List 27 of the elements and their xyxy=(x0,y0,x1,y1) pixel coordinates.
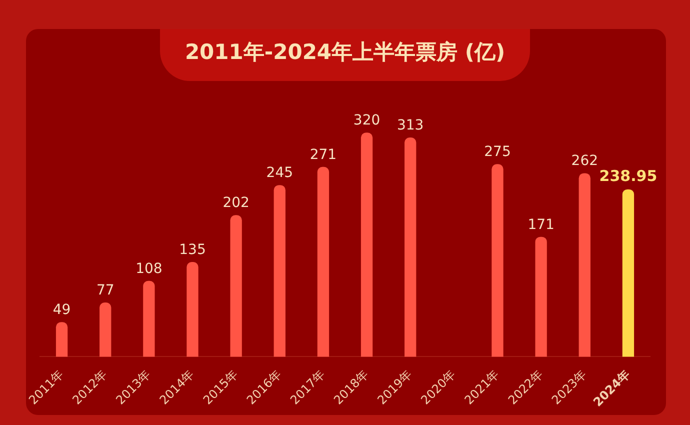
bar xyxy=(100,302,112,357)
data-label: 262 xyxy=(571,153,598,170)
bar xyxy=(535,236,547,357)
bar xyxy=(230,215,242,357)
bar xyxy=(492,164,504,357)
data-label: 135 xyxy=(179,242,206,258)
data-label: 271 xyxy=(310,146,337,163)
data-label: 320 xyxy=(353,112,380,129)
bar xyxy=(274,185,286,357)
data-label: 108 xyxy=(136,260,162,277)
bar xyxy=(622,189,634,357)
bar xyxy=(578,173,590,357)
bar xyxy=(404,138,416,357)
bar xyxy=(186,262,198,357)
bar xyxy=(317,166,330,357)
bar xyxy=(56,322,68,357)
chart-title: 2011年-2024年上半年票房 (亿) xyxy=(184,39,506,66)
data-label: 245 xyxy=(266,165,294,182)
data-label: 238.95 xyxy=(599,167,658,186)
data-label: 275 xyxy=(484,144,511,160)
data-label: 313 xyxy=(396,118,424,134)
bar xyxy=(360,132,373,357)
data-label: 77 xyxy=(96,282,114,299)
data-label: 49 xyxy=(52,302,71,318)
bar xyxy=(143,280,155,357)
data-label: 171 xyxy=(528,216,554,233)
data-label: 202 xyxy=(222,195,250,212)
